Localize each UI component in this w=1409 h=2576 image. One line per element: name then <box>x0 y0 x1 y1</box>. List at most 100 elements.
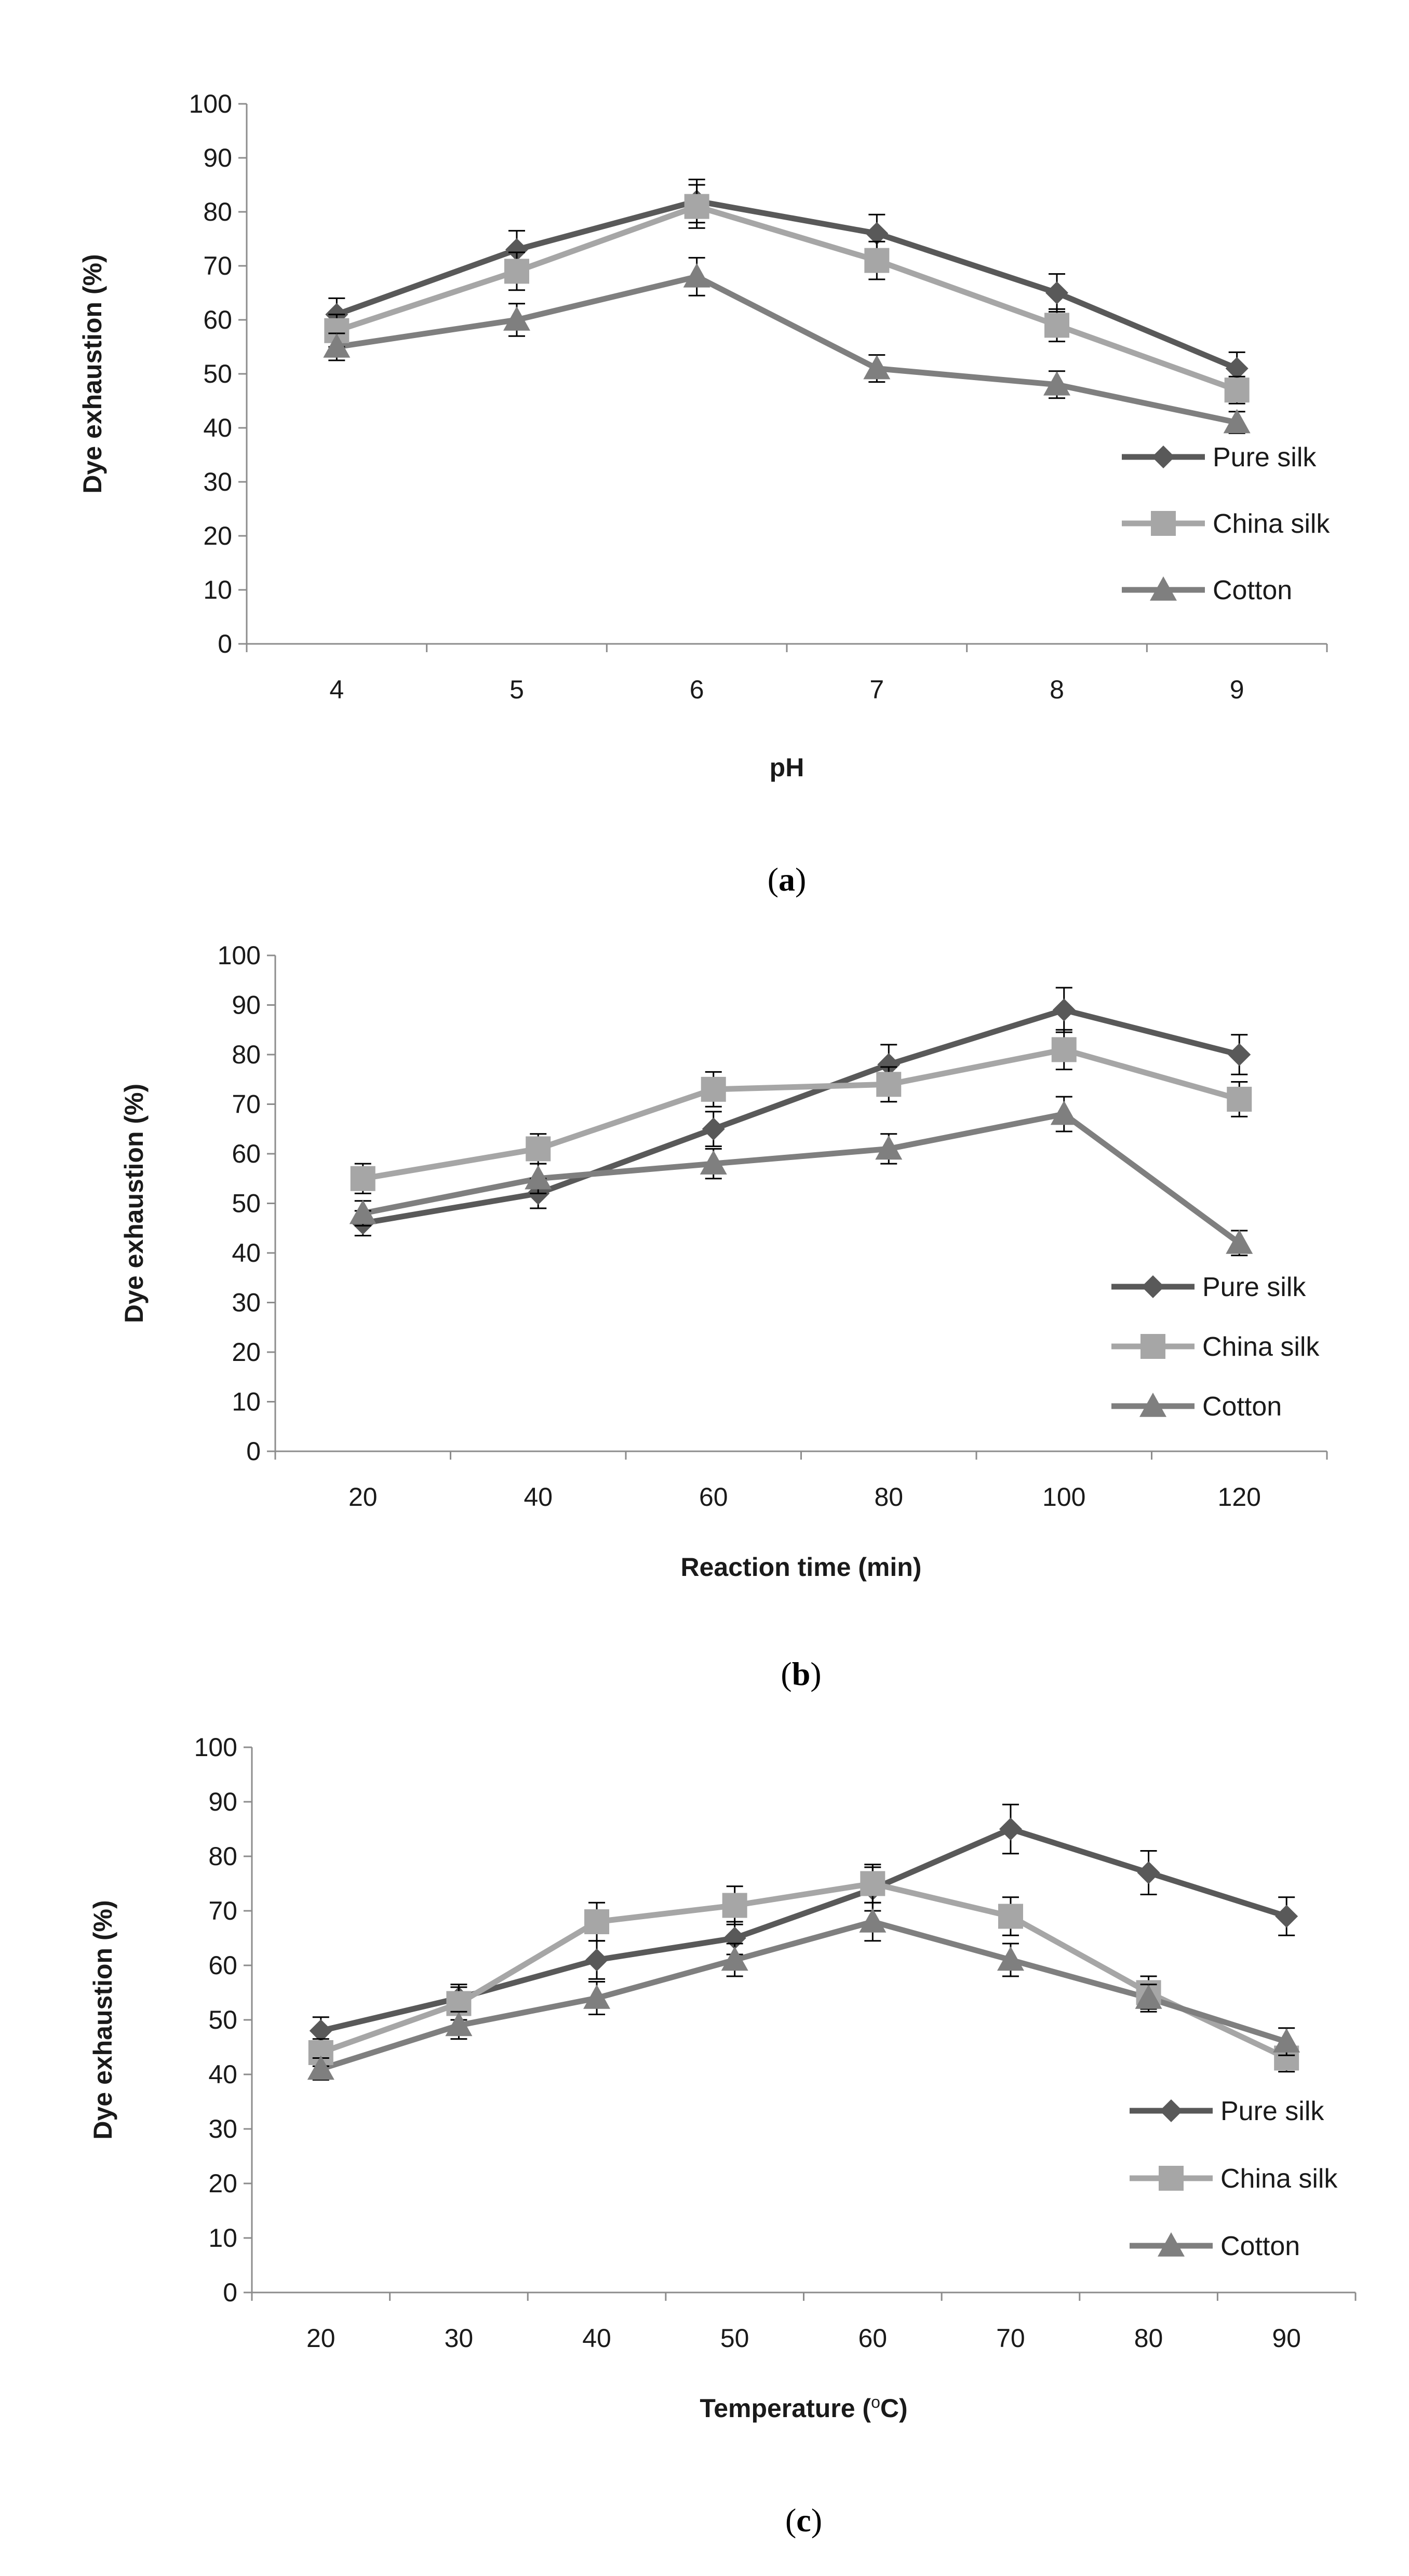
legend-label: Cotton <box>1220 2231 1300 2261</box>
legend-marker <box>1151 511 1176 536</box>
panel-caption-part: a <box>779 861 795 898</box>
data-point-china-silk <box>584 1909 610 1934</box>
legend-label: China silk <box>1213 509 1330 539</box>
panel-caption: (b) <box>781 1655 821 1692</box>
legend-label: Pure silk <box>1213 442 1317 473</box>
legend-label: China silk <box>1202 1332 1320 1362</box>
data-point-china-silk <box>998 1904 1023 1929</box>
legend-marker <box>1150 576 1177 601</box>
x-axis-title-part: C) <box>880 2394 908 2423</box>
data-point-pure-silk <box>865 222 889 245</box>
x-tick-label: 40 <box>582 2324 611 2353</box>
data-point-cotton <box>503 306 530 331</box>
data-point-pure-silk <box>1225 357 1249 380</box>
x-axis-title-part: Temperature ( <box>700 2394 871 2423</box>
y-tick-label: 20 <box>208 2169 237 2198</box>
y-tick-label: 90 <box>232 991 261 1020</box>
y-tick-label: 40 <box>208 2060 237 2089</box>
data-point-cotton <box>1135 1985 1162 2009</box>
x-tick-label: 120 <box>1218 1482 1261 1512</box>
data-point-china-silk <box>504 259 529 284</box>
x-tick-label: 20 <box>348 1482 378 1512</box>
legend-marker <box>1139 1393 1166 1417</box>
chart-panel-c: 0 10 20 30 40 50 60 70 80 90 100 20 30 40 50 60 70 80 90 Dy… <box>88 1733 1357 2539</box>
data-point-pure-silk <box>1228 1043 1251 1066</box>
y-tick-label: 0 <box>223 2278 237 2307</box>
data-point-pure-silk <box>1137 1861 1160 1884</box>
y-tick-label: 80 <box>203 197 232 226</box>
data-point-pure-silk <box>877 1053 901 1076</box>
legend-label: Pure silk <box>1220 2096 1324 2126</box>
chart-panel-b: 0 10 20 30 40 50 60 70 80 90 100 20 40 60 80 100 120 Dye … <box>119 941 1328 1692</box>
series-line-cotton <box>336 274 1238 425</box>
y-tick-label: 100 <box>218 941 261 970</box>
panel-caption-part: ) <box>810 1655 821 1692</box>
legend-marker <box>1152 446 1175 468</box>
legend-label: China silk <box>1220 2164 1338 2194</box>
data-point-cotton <box>859 1908 887 1933</box>
data-point-cotton <box>323 333 351 358</box>
x-tick-label: 60 <box>699 1482 728 1512</box>
y-tick-label: 70 <box>232 1090 261 1119</box>
y-tick-label: 20 <box>203 521 232 550</box>
data-point-cotton <box>875 1135 903 1160</box>
data-point-cotton <box>525 1165 552 1190</box>
data-point-china-silk <box>722 1893 747 1918</box>
chart-panel-a: 0 10 20 30 40 50 60 70 80 90 100 4 5 6 7 8 9 Dye exhausti… <box>78 89 1330 898</box>
data-point-cotton <box>445 2012 473 2036</box>
panel-caption-part: ( <box>768 861 779 898</box>
x-tick-label: 90 <box>1272 2324 1301 2353</box>
series-line-cotton <box>320 1919 1287 2072</box>
x-axis-title: Temperature (oC) <box>700 2393 907 2423</box>
data-point-china-silk <box>1051 1037 1077 1062</box>
data-point-china-silk <box>684 194 709 219</box>
data-point-pure-silk <box>1275 1905 1298 1928</box>
data-point-cotton <box>1043 371 1070 396</box>
y-tick-label: 30 <box>232 1288 261 1317</box>
x-tick-label: 60 <box>858 2324 888 2353</box>
x-tick-label: 6 <box>690 675 704 704</box>
series-line-pure-silk <box>336 198 1238 371</box>
panel-caption-part: ) <box>811 2502 822 2539</box>
series-line-cotton <box>362 1111 1241 1246</box>
data-point-pure-silk <box>702 1117 725 1141</box>
panel-caption: (c) <box>785 2502 822 2539</box>
legend-marker <box>1158 2232 1185 2257</box>
data-point-pure-silk <box>309 2019 332 2042</box>
data-point-pure-silk <box>585 1948 609 1972</box>
legend-label: Pure silk <box>1202 1272 1306 1302</box>
y-tick-label: 90 <box>203 143 232 172</box>
data-point-china-silk <box>1224 377 1250 403</box>
y-tick-label: 20 <box>232 1338 261 1367</box>
series-line-pure-silk <box>362 1007 1240 1226</box>
panel-caption-part: b <box>792 1655 811 1692</box>
x-tick-label: 4 <box>329 675 344 704</box>
data-point-pure-silk <box>1045 281 1068 304</box>
y-tick-label: 40 <box>232 1238 261 1267</box>
y-axis-title: Dye exhaustion (%) <box>88 1900 117 2139</box>
y-tick-label: 0 <box>218 629 232 658</box>
data-point-china-silk <box>1227 1086 1252 1112</box>
data-point-pure-silk <box>1052 999 1076 1022</box>
data-point-cotton <box>683 263 710 288</box>
x-axis-title-part: Reaction time (min) <box>681 1553 922 1582</box>
x-tick-label: 70 <box>996 2324 1025 2353</box>
data-point-cotton <box>1273 2028 1300 2053</box>
legend-marker <box>1160 2099 1183 2122</box>
x-axis-title: pH <box>770 753 804 782</box>
y-tick-label: 50 <box>203 359 232 388</box>
y-tick-label: 50 <box>208 2005 237 2034</box>
y-axis-title: Dye exhaustion (%) <box>119 1084 149 1323</box>
panel-caption-part: c <box>796 2502 811 2539</box>
x-tick-label: 50 <box>720 2324 749 2353</box>
data-point-cotton <box>349 1199 377 1224</box>
legend-marker <box>1159 2166 1184 2191</box>
y-tick-label: 100 <box>194 1733 237 1762</box>
data-point-china-silk <box>350 1166 375 1191</box>
y-tick-label: 30 <box>203 467 232 496</box>
series-line-china-silk <box>336 204 1238 393</box>
y-tick-label: 100 <box>189 89 232 118</box>
x-tick-label: 80 <box>1134 2324 1163 2353</box>
y-tick-label: 70 <box>203 251 232 280</box>
